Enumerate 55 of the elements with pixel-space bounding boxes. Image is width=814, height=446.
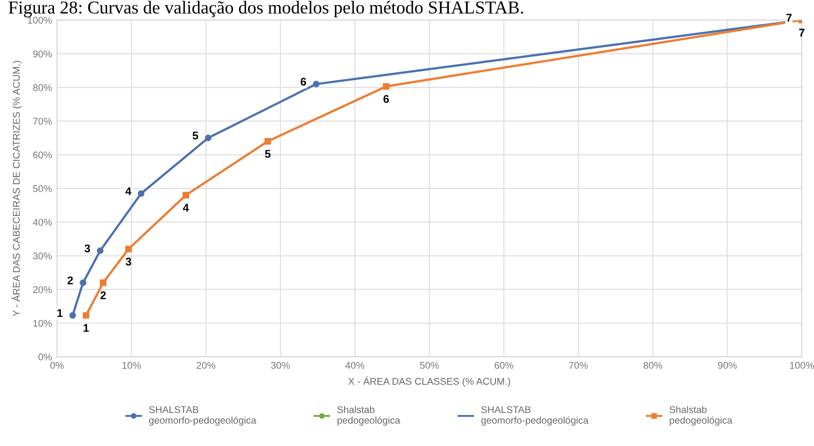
y-tick-label: 60% — [33, 151, 52, 158]
legend-label: SHALSTAB geomorfo-pedogeológica — [481, 406, 588, 426]
x-tick-label: 100% — [790, 362, 814, 369]
x-tick-label: 80% — [644, 362, 662, 369]
x-tick-label: 50% — [420, 362, 439, 369]
point — [264, 138, 272, 145]
y-axis-title: Y - ÁREA DAS CABECEIRAS DE CICATRIZES (% ACUM.) — [11, 60, 22, 316]
y-tick-label: 90% — [33, 50, 52, 58]
y-tick-label: 0% — [38, 354, 52, 360]
annotation: 4 — [182, 204, 189, 212]
point — [80, 279, 86, 286]
x-tick-label: 0% — [50, 362, 64, 369]
point — [82, 312, 90, 319]
y-tick-label: 40% — [32, 218, 52, 226]
point — [138, 190, 144, 197]
point — [312, 80, 320, 88]
legend-label: Shalstab pedogeológica — [337, 406, 400, 426]
legend-label: SHALSTAB geomorfo-pedogeológica — [149, 406, 256, 426]
y-tick-label: 30% — [33, 252, 52, 260]
legend-label: Shalstab pedogeológica — [670, 406, 732, 426]
annotation: 1 — [57, 309, 63, 317]
point — [182, 192, 190, 198]
y-tick-label: 70% — [33, 118, 52, 125]
x-tick-label: 40% — [345, 362, 364, 369]
point — [125, 246, 132, 252]
annotation: 6 — [384, 95, 389, 103]
x-tick-label: 30% — [271, 362, 290, 369]
x-tick-label: 70% — [569, 362, 588, 369]
annotation: 3 — [84, 244, 90, 252]
x-tick-label: 10% — [122, 362, 141, 369]
y-tick-label: 20% — [33, 286, 52, 294]
y-tick-label: 10% — [33, 320, 52, 327]
x-axis-title: X - ÁREA DAS CLASSES (% ACUM.) — [348, 376, 510, 387]
annotation: 7 — [799, 28, 804, 36]
y-tick-label: 50% — [33, 185, 52, 192]
point — [204, 134, 212, 142]
annotation: 5 — [192, 132, 198, 140]
y-tick-label: 80% — [33, 84, 52, 92]
annotation: 5 — [265, 150, 271, 158]
annotation: 1 — [84, 324, 89, 332]
annotation: 7 — [786, 14, 792, 22]
point — [69, 312, 76, 319]
annotation: 2 — [100, 291, 106, 300]
x-tick-label: 20% — [196, 362, 216, 369]
x-tick-label: 90% — [718, 362, 737, 369]
y-tick-label: 100% — [28, 16, 52, 24]
annotation: 6 — [300, 78, 306, 86]
annotation: 2 — [68, 276, 73, 284]
chart-title: Figura 28: Curvas de validação dos modelos pelo método SHALSTAB. — [8, 0, 524, 18]
x-tick-label: 60% — [494, 362, 514, 369]
point — [100, 279, 106, 286]
annotation: 3 — [126, 258, 132, 266]
point — [96, 247, 104, 254]
annotation: 4 — [125, 187, 132, 195]
point — [382, 83, 390, 90]
